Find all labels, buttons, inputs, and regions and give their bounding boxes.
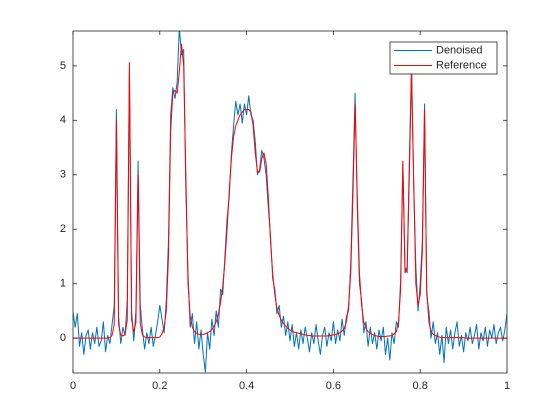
y-tick-label: 1 xyxy=(60,278,66,290)
y-tick-label: 4 xyxy=(60,114,66,126)
x-tick-label: 1 xyxy=(504,380,510,392)
x-tick-label: 0 xyxy=(70,380,76,392)
x-tick-label: 0.2 xyxy=(152,380,167,392)
y-tick-label: 3 xyxy=(60,169,66,181)
line-series xyxy=(73,43,507,339)
line-series xyxy=(73,31,507,373)
legend-label: Reference xyxy=(436,59,487,71)
y-tick-label: 5 xyxy=(60,60,66,72)
y-tick-label: 2 xyxy=(60,223,66,235)
legend-box xyxy=(389,41,498,75)
legend-label: Denoised xyxy=(436,44,482,56)
plot-area xyxy=(73,31,507,373)
x-tick-label: 0.4 xyxy=(239,380,254,392)
y-tick-label: 0 xyxy=(60,332,66,344)
axes-box xyxy=(72,30,508,374)
x-tick-label: 0.6 xyxy=(326,380,341,392)
x-tick-label: 0.8 xyxy=(413,380,428,392)
plot-lines xyxy=(73,31,507,373)
